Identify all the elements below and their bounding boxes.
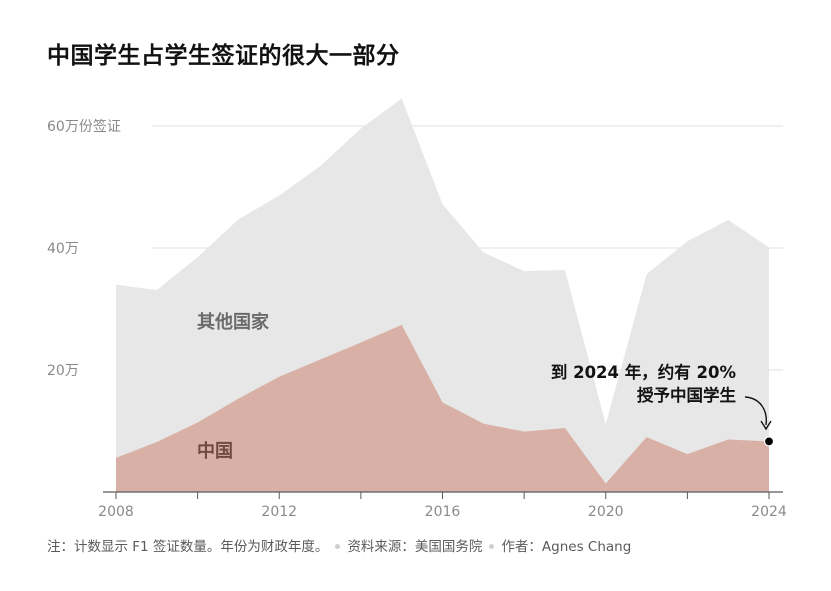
area-china [116,324,769,492]
chart-title: 中国学生占学生签证的很大一部分 [47,43,400,69]
x-tick-label: 2024 [751,504,787,520]
x-tick-label: 2020 [588,504,624,520]
y-tick-label: 20万 [47,363,79,379]
chart-footnote: 注：计数显示 F1 签证数量。年份为财政年度。 资料来源：美国国务院 作者：Agne… [47,535,631,555]
x-tick-label: 2012 [261,504,297,520]
annotation-point [763,436,775,447]
area-series [116,98,769,493]
x-tick-label: 2008 [98,504,134,520]
annotation-line-1: 到 2024 年，约有 20% [551,362,737,382]
annotation-arrowhead [760,420,772,431]
footnote-note: 注：计数显示 F1 签证数量。年份为财政年度。 [47,539,329,555]
x-tick-label: 2016 [425,504,461,520]
axes [103,491,783,499]
y-tick-label: 40万 [47,241,79,257]
footnote-author: 作者：Agnes Chang [501,539,632,555]
series-label-other-countries: 其他国家 [197,311,270,333]
annotation-line-2: 授予中国学生 [637,385,736,405]
y-tick-label: 60万份签证 [47,118,121,135]
separator-dot [335,543,341,549]
footnote-source: 资料来源：美国国务院 [347,539,483,555]
separator-dot [489,543,495,549]
series-label-china: 中国 [197,440,233,462]
annotation-arrow [744,396,767,426]
